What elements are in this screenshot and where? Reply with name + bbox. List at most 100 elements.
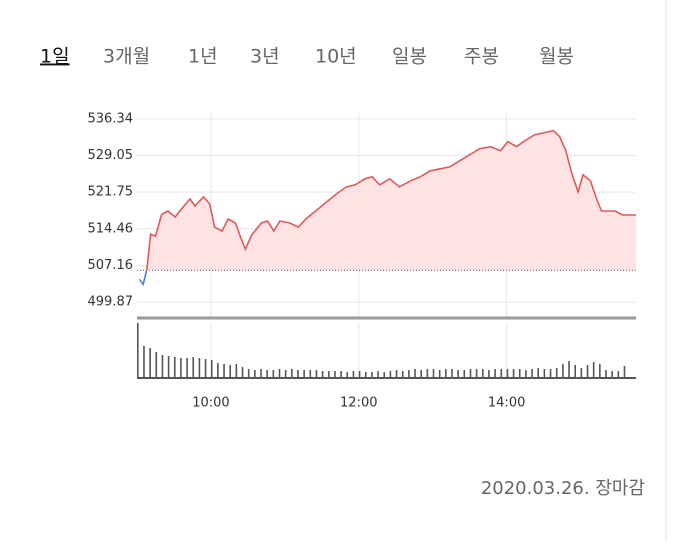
volume-bar (611, 371, 613, 378)
volume-bar (599, 364, 601, 378)
volume-bar (623, 366, 626, 378)
x-tick-label: 10:00 (192, 396, 229, 411)
volume-bar (358, 371, 361, 378)
volume-bar (401, 371, 404, 378)
volume-bar (155, 352, 158, 378)
volume-bar (223, 364, 225, 378)
volume-bar (463, 370, 466, 378)
volume-bar (291, 369, 293, 378)
volume-bar (389, 371, 392, 378)
y-tick-label: 536.34 (88, 111, 134, 126)
y-tick-label: 529.05 (88, 148, 134, 163)
volume-bar (173, 357, 176, 378)
volume-bar (457, 370, 459, 378)
volume-bar (272, 370, 275, 378)
volume-bar (580, 368, 583, 378)
volume-bar (180, 358, 182, 378)
volume-bar (229, 365, 232, 378)
volume-bar (494, 369, 496, 378)
volume-bar (235, 364, 238, 378)
volume-bar (506, 369, 509, 378)
volume-bar (574, 365, 576, 378)
period-tab[interactable]: 3개월 (103, 46, 150, 68)
volume-bar (488, 370, 490, 378)
volume-bar (438, 370, 441, 378)
volume-bar (260, 369, 262, 378)
volume-bar (414, 369, 416, 378)
volume-bar (210, 360, 213, 378)
volume-bar (568, 361, 570, 378)
volume-bar (241, 367, 244, 378)
x-tick-label: 12:00 (340, 396, 377, 411)
volume-bar (555, 368, 558, 378)
volume-bar (605, 370, 607, 378)
period-tab[interactable]: 1년 (188, 46, 218, 68)
volume-bar (617, 371, 620, 378)
volume-bar (198, 358, 201, 378)
volume-bar (254, 370, 256, 378)
volume-bar (309, 370, 312, 378)
volume-bar (346, 372, 349, 378)
volume-bar (143, 346, 145, 378)
volume-bar (266, 370, 268, 378)
volume-bar (284, 370, 287, 378)
volume-bar (383, 372, 386, 378)
volume-bar (192, 357, 195, 378)
volume-bar (149, 348, 151, 378)
volume-bar (352, 371, 355, 378)
price-line (145, 129, 636, 271)
volume-bar (217, 363, 219, 378)
volume-bar (562, 364, 564, 378)
volume-bar (543, 369, 546, 378)
price-area (139, 130, 636, 271)
period-tab[interactable]: 월봉 (539, 46, 574, 68)
volume-bar (247, 369, 250, 378)
period-tab[interactable]: 1일 (40, 46, 70, 68)
volume-bar (586, 365, 589, 378)
volume-bar (469, 369, 472, 378)
y-tick-label: 507.16 (88, 258, 134, 273)
volume-bar (340, 371, 342, 378)
volume-bar (500, 369, 503, 378)
volume-bar (537, 368, 540, 378)
volume-bar (278, 369, 281, 378)
volume-bar (408, 370, 410, 378)
period-tab[interactable]: 3년 (250, 46, 280, 68)
volume-bar (321, 371, 324, 378)
volume-bar (167, 356, 170, 378)
period-tabs: 1일 3개월 1년 3년 10년 일봉 주봉 월봉 (40, 46, 574, 68)
volume-bar (334, 371, 336, 378)
volume-bar (432, 369, 435, 378)
volume-bar (186, 358, 188, 378)
volume-bar (371, 372, 373, 378)
volume-bar (327, 371, 330, 378)
volume-bar (518, 369, 521, 378)
y-tick-label: 521.75 (88, 185, 134, 200)
volume-bar (395, 370, 398, 378)
y-tick-label: 499.87 (88, 295, 134, 310)
volume-bar (451, 369, 453, 378)
x-tick-label: 14:00 (488, 396, 525, 411)
volume-bar (549, 369, 552, 378)
volume-bar (297, 370, 299, 378)
y-tick-label: 514.46 (88, 221, 134, 236)
volume-bar (161, 355, 164, 378)
volume-bar (364, 372, 367, 378)
period-tab[interactable]: 일봉 (392, 46, 427, 68)
volume-bar (592, 362, 595, 378)
volume-bar (481, 369, 484, 378)
market-close-date: 2020.03.26. 장마감 (481, 478, 645, 499)
period-tab[interactable]: 10년 (315, 46, 357, 68)
period-tab[interactable]: 주봉 (464, 46, 499, 68)
volume-bar (420, 370, 422, 378)
volume-bar (315, 370, 318, 378)
volume-bar (512, 369, 515, 378)
volume-bar (525, 370, 527, 378)
volume-bar (445, 369, 447, 378)
volume-bar (475, 369, 478, 378)
volume-bar (204, 359, 207, 378)
volume-bar (303, 370, 305, 378)
volume-bar (426, 369, 429, 378)
